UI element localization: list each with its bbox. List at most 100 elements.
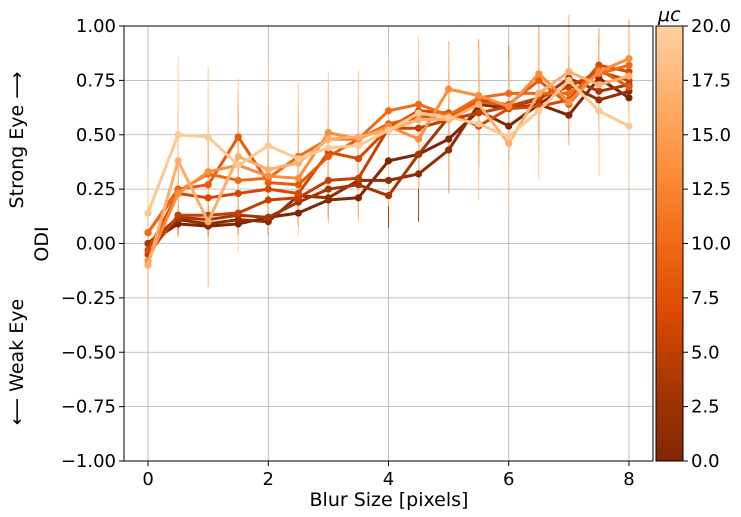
data-point [324,128,332,137]
data-point [174,189,182,198]
data-point [324,144,332,152]
data-point [384,192,393,200]
data-point [294,189,302,198]
data-point [595,96,603,104]
x-tick-label: 2 [263,469,274,490]
data-point [384,157,393,165]
strong-eye-label: Strong Eye ⟶ [6,72,28,209]
data-point [354,133,363,141]
data-point [204,168,212,176]
y-tick-label: 0.50 [76,125,116,146]
data-point [565,76,573,84]
data-point [294,155,302,163]
y-tick-label: 0.25 [76,179,116,200]
data-point [294,174,302,182]
data-point [324,135,332,143]
colorbar-tick-label: 20.0 [691,16,731,37]
colorbar-tick-label: 12.5 [691,179,731,200]
y-axis-ticks: 1.00 0.75 0.50 0.25 0.00 −0.25 −0.50 −0.75 −1.00 [61,16,124,472]
colorbar-tick-label: 15.0 [691,125,731,146]
colorbar-tick-label: 5.0 [691,342,720,363]
data-point [445,85,453,93]
data-point [414,100,423,108]
weak-eye-label: ⟵ Weak Eye [6,299,28,425]
x-tick-label: 0 [142,469,153,490]
colorbar-tick-label: 2.5 [691,397,720,418]
data-point [595,81,603,89]
x-tick-label: 4 [383,469,394,490]
colorbar-ticks: 20.0 17.5 15.0 12.5 10.0 7.5 5.0 2.5 0.0 [683,16,731,472]
data-point [535,70,543,78]
data-point [354,174,363,182]
data-point [625,55,633,63]
data-point [294,181,302,189]
data-point [625,94,633,102]
data-point [414,115,423,124]
data-point [264,142,272,150]
data-point [144,261,152,269]
data-point [625,72,633,80]
data-point [565,68,573,76]
data-point [204,133,212,141]
data-point [174,211,182,219]
data-point [414,150,423,158]
data-point [264,185,272,193]
y-axis-label: ODI [31,226,53,261]
colorbar-label: μc [657,4,681,26]
data-point [234,189,242,198]
data-point [204,181,212,189]
data-point [384,126,393,134]
data-point [535,89,543,98]
data-point [264,196,272,204]
data-point [414,109,423,117]
data-point [264,172,272,180]
y-tick-label: −1.00 [61,451,116,472]
series-mu-20 [144,76,633,217]
data-point [384,176,393,185]
data-point [264,213,272,221]
data-point [204,218,212,226]
y-tick-label: −0.75 [61,397,116,418]
data-point [475,120,483,128]
colorbar [655,25,684,462]
data-point [264,165,272,174]
data-point [565,98,573,106]
colorbar-tick-label: 0.0 [691,451,720,472]
data-point [445,113,453,121]
data-point [414,170,423,178]
data-point [354,194,363,202]
data-point [595,107,603,115]
data-point [174,157,182,165]
data-point [535,76,543,84]
colorbar-tick-label: 17.5 [691,70,731,91]
data-point [144,246,152,254]
data-point [565,111,573,119]
data-point [144,229,152,237]
data-point [234,209,242,217]
data-point [625,61,633,69]
data-point [475,100,483,108]
data-point [505,139,513,148]
x-tick-label: 6 [503,469,514,490]
data-point [475,109,483,117]
data-point [505,122,513,130]
data-point [505,102,513,111]
data-point [324,194,332,202]
data-point [204,194,212,202]
series-lines [144,55,633,269]
data-point [625,83,633,91]
y-tick-label: −0.50 [61,342,116,363]
y-tick-label: −0.25 [61,288,116,309]
data-point [414,135,423,143]
data-point [354,155,363,163]
x-tick-label: 8 [623,469,634,490]
data-point [354,181,363,189]
data-point [144,209,152,217]
data-point [625,122,633,130]
y-tick-label: 0.00 [76,234,116,255]
data-point [595,68,603,76]
colorbar-tick-label: 10.0 [691,234,731,255]
data-point [505,133,513,141]
x-axis-label: Blur Size [pixels] [310,489,469,511]
